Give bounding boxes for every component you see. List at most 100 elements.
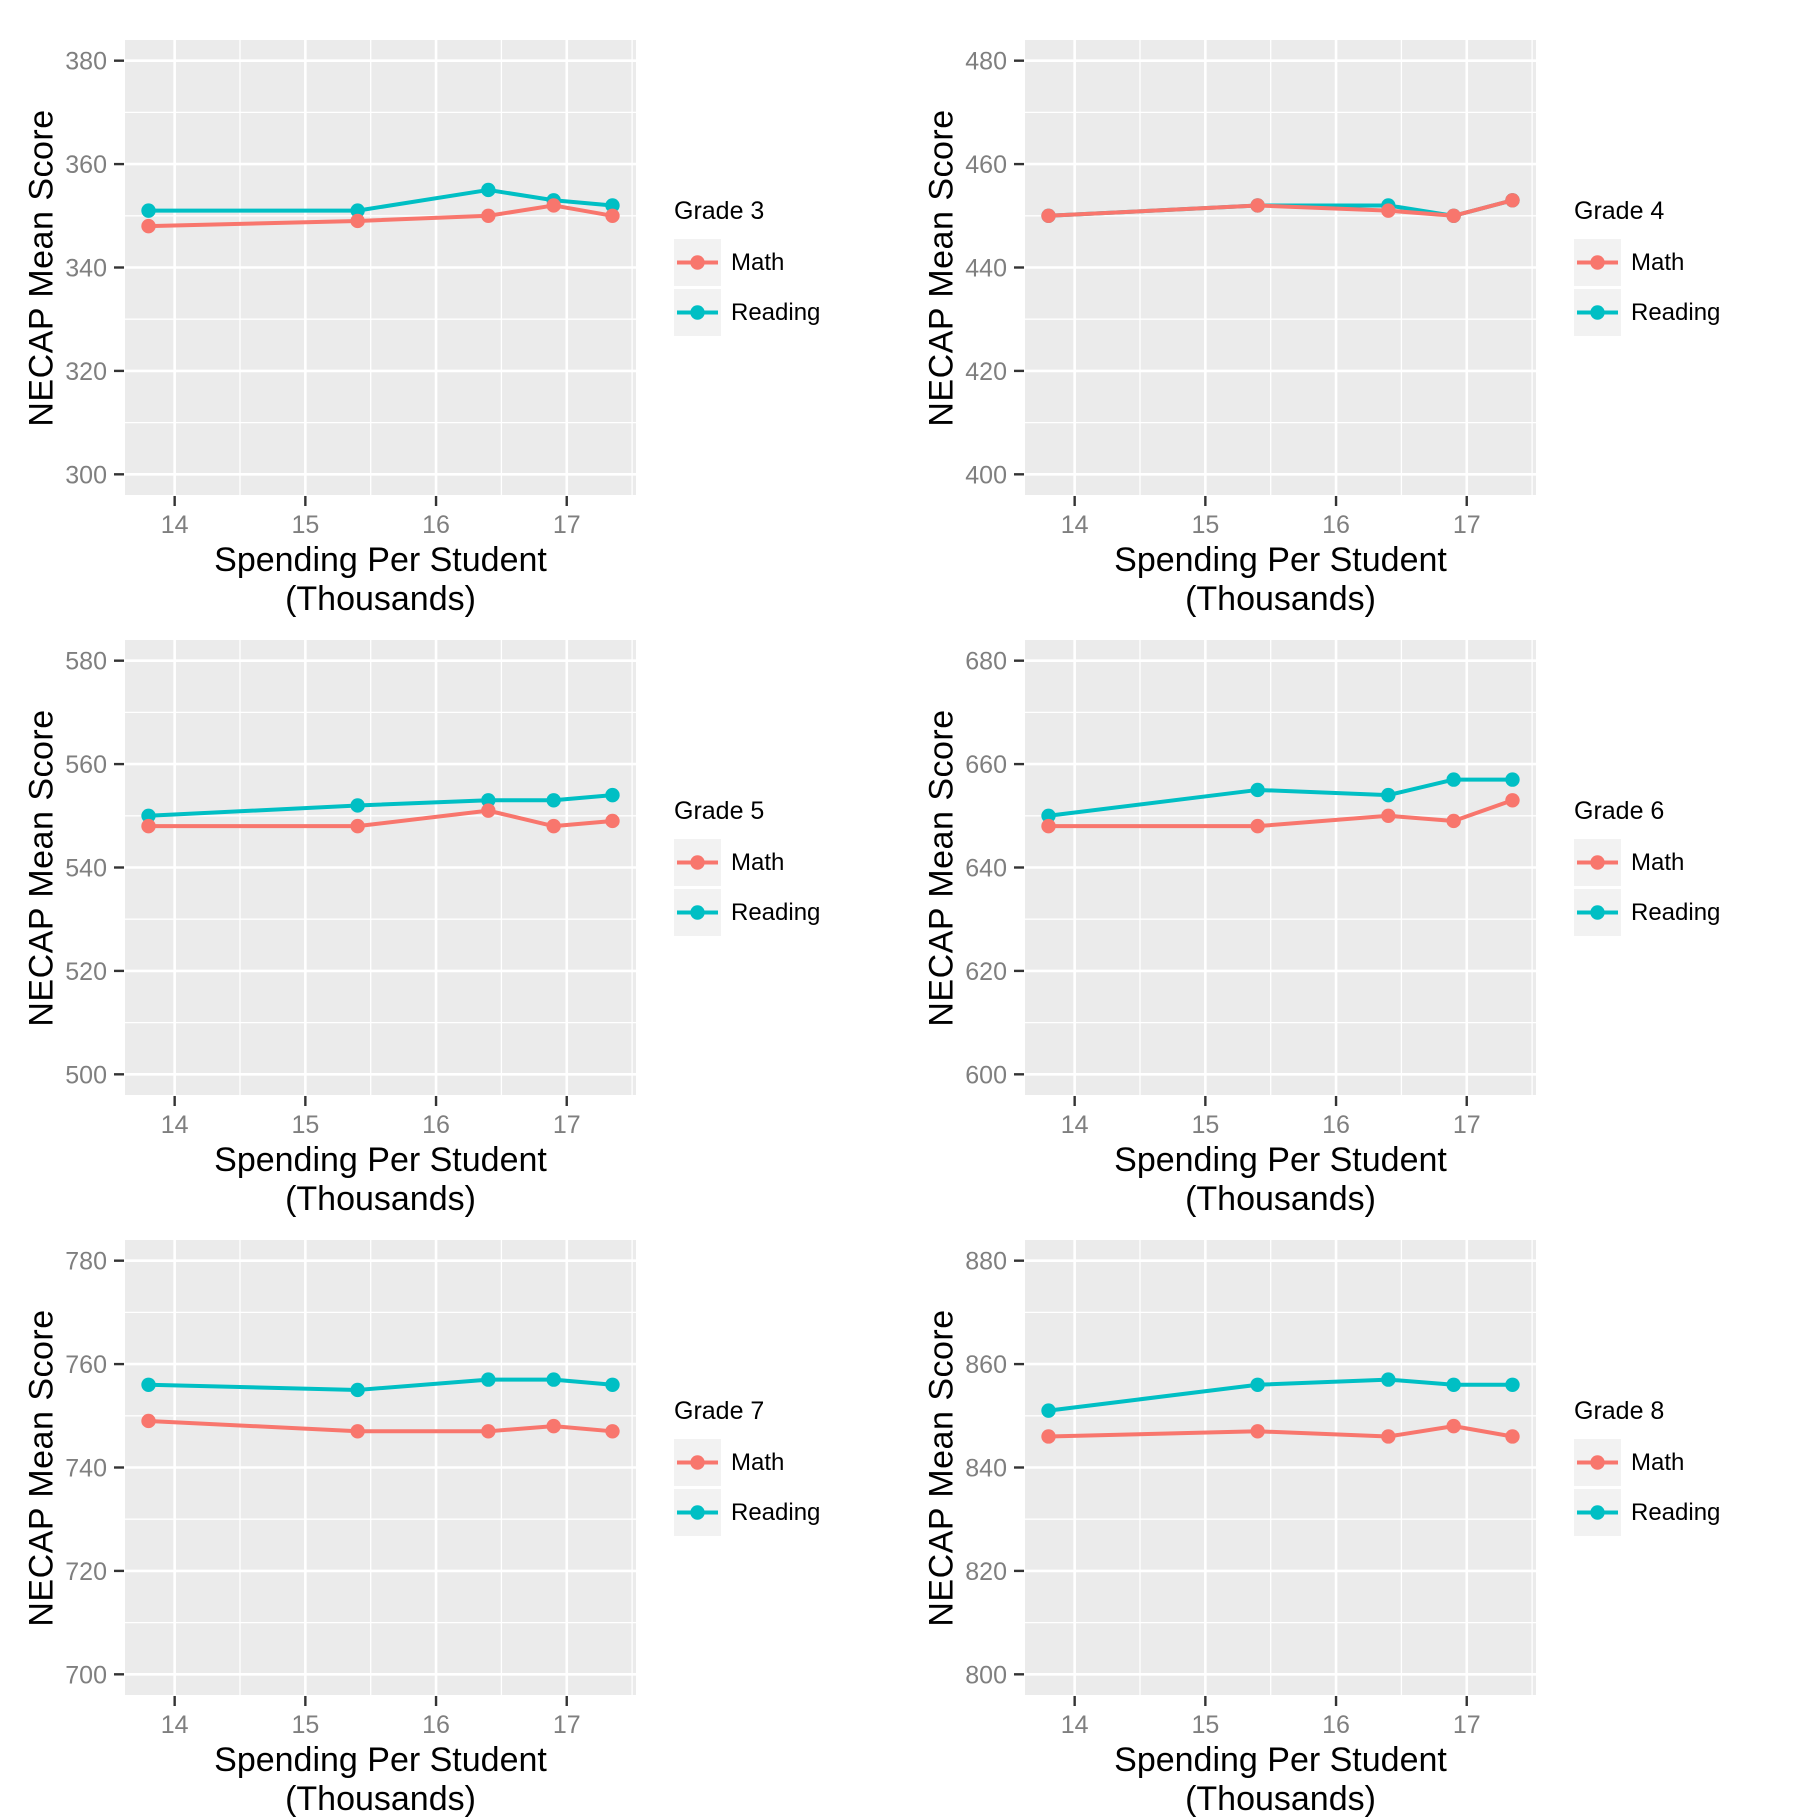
x-axis-title: Spending Per Student (Thousands) (1114, 541, 1447, 618)
legend-key-point (690, 255, 705, 270)
x-tick-label: 14 (1061, 511, 1089, 539)
x-axis-title: Spending Per Student (Thousands) (214, 1141, 547, 1218)
reading-point (1505, 772, 1520, 787)
x-tick-label: 16 (422, 511, 450, 539)
y-tick-label: 320 (65, 358, 107, 386)
reading-point (1250, 1377, 1265, 1392)
legend-key-point (1590, 905, 1605, 920)
y-tick-label: 460 (965, 151, 1007, 179)
legend-item-reading: Reading (1574, 289, 1720, 336)
legend-label: Reading (1631, 298, 1721, 326)
reading-line-key-icon (674, 889, 721, 936)
math-point (1381, 1429, 1396, 1444)
reading-point (481, 793, 496, 808)
y-tick-label: 480 (965, 48, 1007, 76)
chart-grade-4: NECAP Mean Score 14 15 16 17 400 420 440 460 480… (900, 0, 1800, 618)
x-axis-title: Spending Per Student (Thousands) (1114, 1141, 1447, 1218)
legend: Grade 4 Math Reading (1574, 197, 1720, 339)
y-tick-label: 560 (65, 751, 107, 779)
reading-point (546, 793, 561, 808)
x-tick-label: 14 (161, 511, 189, 539)
math-point (481, 1424, 496, 1439)
legend: Grade 6 Math Reading (1574, 797, 1720, 939)
reading-line-key-icon (1574, 889, 1621, 936)
math-line-key-icon (674, 839, 721, 886)
math-point (1041, 208, 1056, 223)
reading-point (350, 203, 365, 218)
math-point (481, 803, 496, 818)
math-point (1250, 818, 1265, 834)
legend-item-math: Math (1574, 239, 1720, 286)
reading-line-key-icon (1574, 289, 1621, 336)
math-line-key-icon (1574, 1439, 1621, 1486)
legend-label: Reading (731, 298, 821, 326)
math-point (605, 813, 620, 829)
y-tick-label: 620 (965, 958, 1007, 986)
x-tick-label: 17 (1453, 511, 1481, 539)
legend-key-point (690, 855, 705, 870)
math-point (1446, 813, 1461, 829)
x-tick-label: 15 (1191, 1711, 1219, 1739)
math-point (1041, 818, 1056, 834)
y-tick-label: 720 (65, 1558, 107, 1586)
legend-item-math: Math (1574, 839, 1720, 886)
plot-area: 14 15 16 17 300 320 340 360 380 (65, 40, 636, 539)
y-tick-label: 840 (965, 1455, 1007, 1483)
legend-title: Grade 8 (1574, 1397, 1665, 1425)
legend-key-point (1590, 305, 1605, 320)
math-point (1041, 1429, 1056, 1444)
legend-label: Reading (1631, 898, 1721, 926)
x-tick-label: 14 (161, 1711, 189, 1739)
reading-point (141, 808, 156, 823)
math-point (1446, 208, 1461, 223)
reading-point (350, 1382, 365, 1398)
reading-point (481, 182, 496, 198)
legend-label: Math (1631, 248, 1685, 276)
legend-label: Reading (731, 1498, 821, 1526)
reading-point (141, 1377, 156, 1392)
reading-point (1041, 808, 1056, 823)
legend-key-point (1590, 255, 1605, 270)
legend-label: Math (731, 1448, 785, 1476)
math-point (1250, 1424, 1265, 1439)
math-point (1250, 198, 1265, 213)
x-tick-label: 14 (161, 1111, 189, 1139)
x-tick-label: 14 (1061, 1711, 1089, 1739)
legend-item-reading: Reading (1574, 889, 1720, 936)
plot-area: 14 15 16 17 800 820 840 860 880 (965, 1240, 1536, 1739)
y-tick-label: 420 (965, 358, 1007, 386)
math-line-key-icon (674, 1439, 721, 1486)
x-tick-label: 15 (291, 511, 319, 539)
legend-item-reading: Reading (674, 889, 820, 936)
y-tick-label: 880 (965, 1248, 1007, 1276)
y-tick-label: 500 (65, 1061, 107, 1089)
plot-area: 14 15 16 17 600 620 640 660 680 (965, 640, 1536, 1139)
legend-label: Reading (731, 898, 821, 926)
math-point (1505, 1429, 1520, 1444)
x-tick-label: 16 (422, 1111, 450, 1139)
reading-line-key-icon (674, 289, 721, 336)
reading-point (1446, 1377, 1461, 1392)
math-point (605, 208, 620, 223)
legend-title: Grade 4 (1574, 197, 1665, 225)
plot-area: 14 15 16 17 500 520 540 560 580 (65, 640, 636, 1139)
legend-key-point (690, 1455, 705, 1470)
y-tick-label: 380 (65, 48, 107, 76)
x-axis-title: Spending Per Student (Thousands) (214, 1741, 547, 1818)
math-point (1505, 793, 1520, 808)
reading-point (481, 1372, 496, 1387)
reading-point (605, 787, 620, 803)
x-tick-label: 15 (291, 1711, 319, 1739)
chart-grade-6: NECAP Mean Score 14 15 16 17 600 620 640 660 680… (900, 600, 1800, 1218)
math-point (350, 213, 365, 229)
math-point (1505, 193, 1520, 208)
reading-point (1250, 782, 1265, 798)
legend-label: Math (731, 248, 785, 276)
y-tick-label: 540 (65, 855, 107, 883)
chart-grade-7: NECAP Mean Score 14 15 16 17 700 720 740 760 780… (0, 1200, 900, 1818)
x-tick-label: 16 (1322, 511, 1350, 539)
math-point (350, 1424, 365, 1439)
x-tick-label: 15 (1191, 1111, 1219, 1139)
legend-item-reading: Reading (1574, 1489, 1720, 1536)
